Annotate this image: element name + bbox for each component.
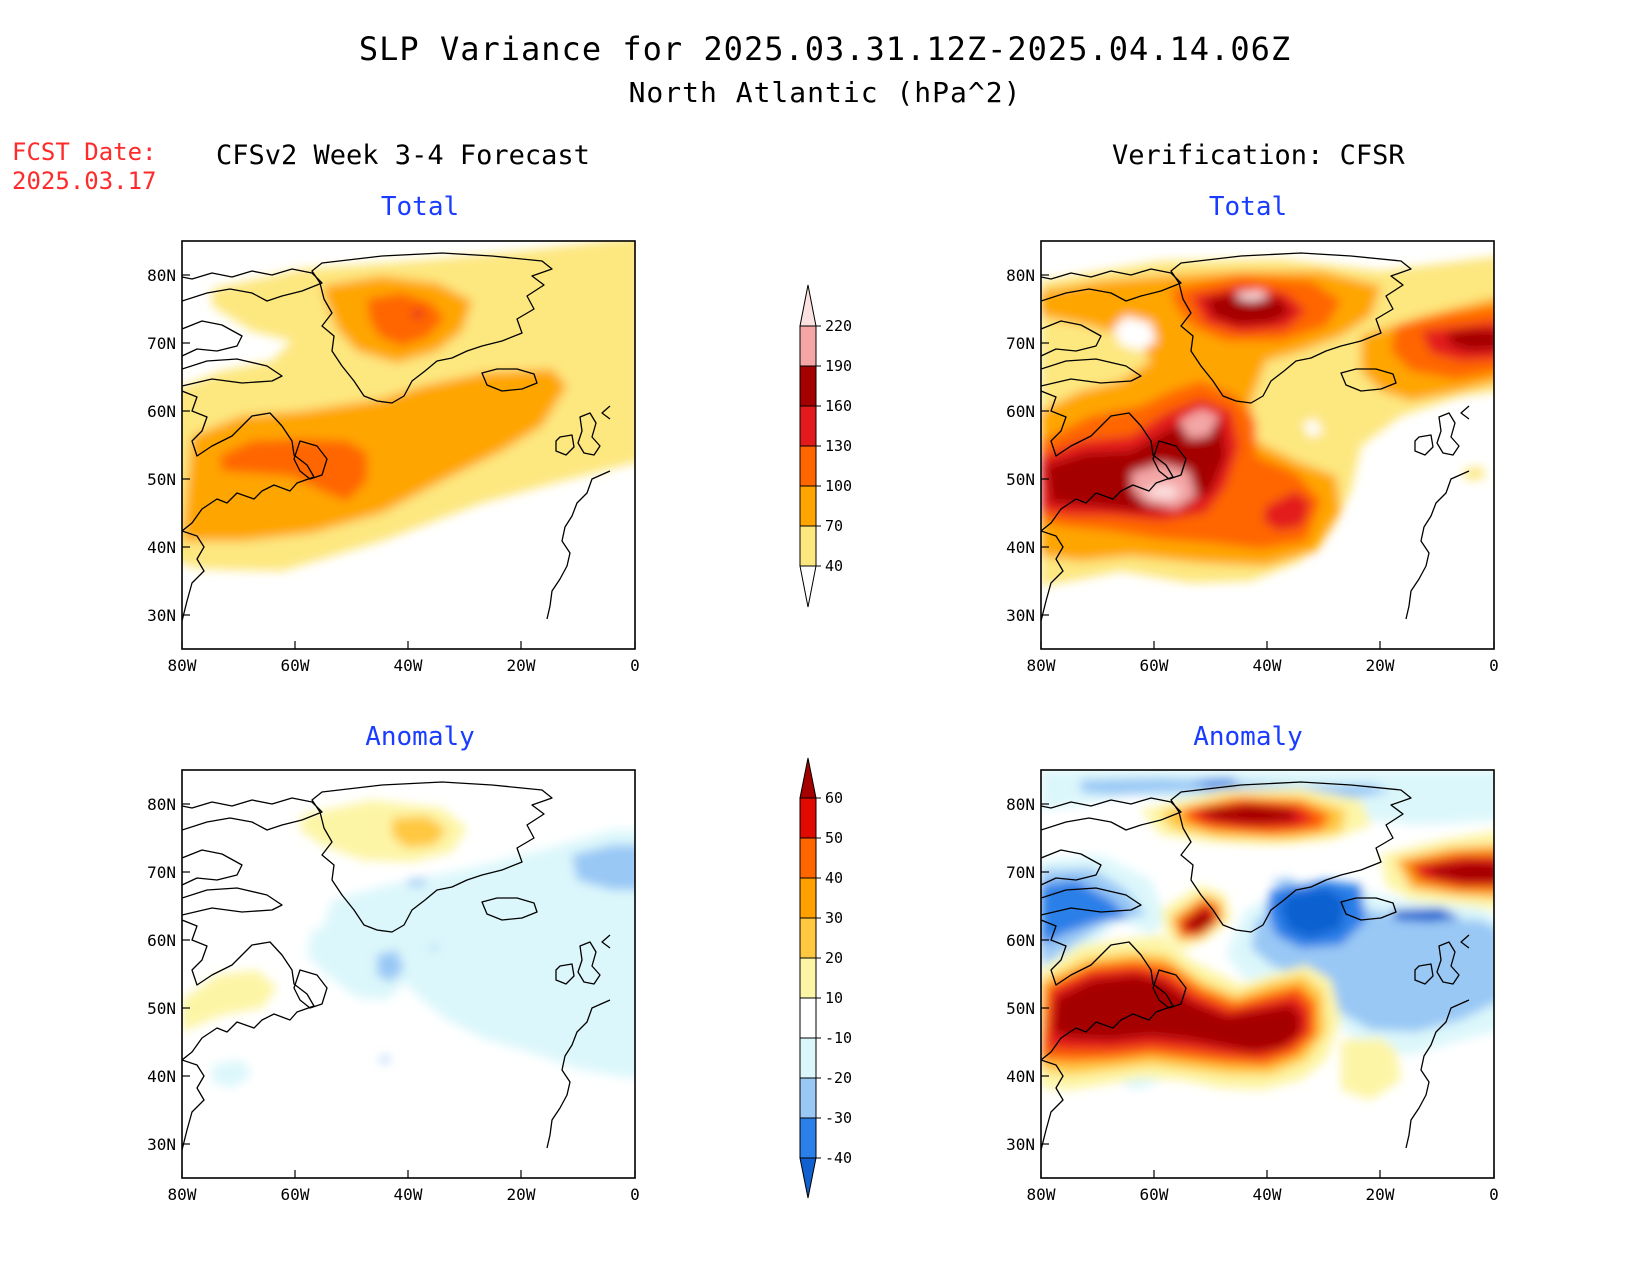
colorbar-anomaly-cap-bottom <box>799 1157 817 1199</box>
map-forecast-anomaly <box>182 770 635 1178</box>
colorbar-anomaly-label: 10 <box>825 989 843 1007</box>
colorbar-total-segment <box>799 525 817 567</box>
lat-label: 70N <box>1006 334 1035 353</box>
lat-label: 80N <box>147 795 176 814</box>
colorbar-total-label: 220 <box>825 317 852 335</box>
colorbar-total: 220 190 160 130 100 70 40 <box>799 284 852 608</box>
lat-label: 40N <box>147 538 176 557</box>
panel-title-forecast-anomaly: Anomaly <box>365 722 475 752</box>
colorbar-anomaly-label: 40 <box>825 869 843 887</box>
lon-label: 80W <box>1027 656 1056 675</box>
lat-label: 40N <box>1006 538 1035 557</box>
lon-label: 20W <box>507 1185 536 1204</box>
map-verification-total <box>1041 241 1494 649</box>
colorbar-anomaly-segment <box>799 797 817 839</box>
fcst-label-text: FCST Date: <box>12 138 157 166</box>
colorbar-total-cap-bottom <box>799 565 817 608</box>
colorbar-total-segment <box>799 445 817 487</box>
right-column-title: Verification: CFSR <box>1112 140 1405 171</box>
colorbar-total-segment <box>799 365 817 407</box>
lat-label: 40N <box>1006 1067 1035 1086</box>
colorbar-anomaly-cap-top <box>799 757 817 799</box>
colorbar-anomaly-label: 30 <box>825 909 843 927</box>
page-title: SLP Variance for 2025.03.31.12Z-2025.04.… <box>358 30 1292 68</box>
lat-label: 60N <box>147 931 176 950</box>
colorbar-anomaly-segment <box>799 837 817 879</box>
colorbar-anomaly-segment <box>799 877 817 919</box>
colorbar-anomaly-segment <box>799 917 817 959</box>
lon-label: 0 <box>630 1185 640 1204</box>
lat-label: 50N <box>147 470 176 489</box>
lon-label: 20W <box>1366 656 1395 675</box>
colorbar-anomaly: 60 50 40 30 20 10 -10 -20 -30 -40 <box>799 757 852 1199</box>
lat-label: 30N <box>147 606 176 625</box>
lon-label: 40W <box>394 1185 423 1204</box>
colorbar-anomaly-segment <box>799 957 817 999</box>
colorbar-anomaly-label: 60 <box>825 789 843 807</box>
lon-label: 60W <box>281 656 310 675</box>
lat-label: 70N <box>147 334 176 353</box>
colorbar-anomaly-segment <box>799 1037 817 1079</box>
lat-label: 30N <box>1006 1135 1035 1154</box>
lat-label: 60N <box>147 402 176 421</box>
colorbar-anomaly-segment <box>799 1077 817 1119</box>
lon-label: 20W <box>507 656 536 675</box>
colorbar-total-label: 190 <box>825 357 852 375</box>
fcst-date-value: 2025.03.17 <box>12 167 157 195</box>
colorbar-total-segment <box>799 405 817 447</box>
lat-label: 80N <box>147 266 176 285</box>
colorbar-total-label: 160 <box>825 397 852 415</box>
lon-label: 60W <box>281 1185 310 1204</box>
colorbar-total-cap-top <box>799 284 817 327</box>
lat-label: 30N <box>1006 606 1035 625</box>
left-column-title: CFSv2 Week 3-4 Forecast <box>216 140 590 171</box>
lat-label: 40N <box>147 1067 176 1086</box>
panel-title-verification-total: Total <box>1208 192 1288 222</box>
colorbar-anomaly-label: 50 <box>825 829 843 847</box>
lon-label: 80W <box>168 1185 197 1204</box>
lon-label: 40W <box>1253 1185 1282 1204</box>
lon-label: 60W <box>1140 1185 1169 1204</box>
colorbar-total-segment <box>799 485 817 527</box>
lon-label: 40W <box>1253 656 1282 675</box>
lat-label: 60N <box>1006 931 1035 950</box>
colorbar-anomaly-label: -40 <box>825 1149 852 1167</box>
lon-label: 40W <box>394 656 423 675</box>
colorbar-anomaly-segment <box>799 1117 817 1159</box>
colorbar-total-label: 100 <box>825 477 852 495</box>
colorbar-total-segment <box>799 325 817 367</box>
forecast-date-label: FCST Date: 2025.03.17 <box>12 138 157 196</box>
panel-title-forecast-total: Total <box>380 192 460 222</box>
colorbar-anomaly-label: -10 <box>825 1029 852 1047</box>
map-verification-anomaly <box>1041 770 1494 1178</box>
lon-label: 0 <box>1489 1185 1499 1204</box>
colorbar-total-label: 40 <box>825 557 843 575</box>
colorbar-anomaly-label: 20 <box>825 949 843 967</box>
lon-label: 0 <box>1489 656 1499 675</box>
colorbar-total-label: 70 <box>825 517 843 535</box>
lon-label: 60W <box>1140 656 1169 675</box>
map-frames: 80N 70N 60N 50N 40N 30N 80W 60W 40W 20W 0 80N 70N 60N… <box>147 240 1499 1204</box>
lat-label: 70N <box>147 863 176 882</box>
page-subtitle: North Atlantic (hPa^2) <box>628 76 1022 109</box>
lat-label: 50N <box>1006 470 1035 489</box>
lon-label: 80W <box>1027 1185 1056 1204</box>
panel-title-verification-anomaly: Anomaly <box>1193 722 1303 752</box>
lon-label: 0 <box>630 656 640 675</box>
lat-label: 70N <box>1006 863 1035 882</box>
map-forecast-total <box>182 241 635 649</box>
lat-label: 30N <box>147 1135 176 1154</box>
lat-label: 50N <box>147 999 176 1018</box>
colorbar-anomaly-label: -30 <box>825 1109 852 1127</box>
colorbar-anomaly-label: -20 <box>825 1069 852 1087</box>
colorbar-total-label: 130 <box>825 437 852 455</box>
lat-label: 80N <box>1006 266 1035 285</box>
lon-label: 80W <box>168 656 197 675</box>
lat-label: 50N <box>1006 999 1035 1018</box>
lon-label: 20W <box>1366 1185 1395 1204</box>
lat-label: 60N <box>1006 402 1035 421</box>
colorbar-anomaly-segment <box>799 997 817 1039</box>
lat-label: 80N <box>1006 795 1035 814</box>
